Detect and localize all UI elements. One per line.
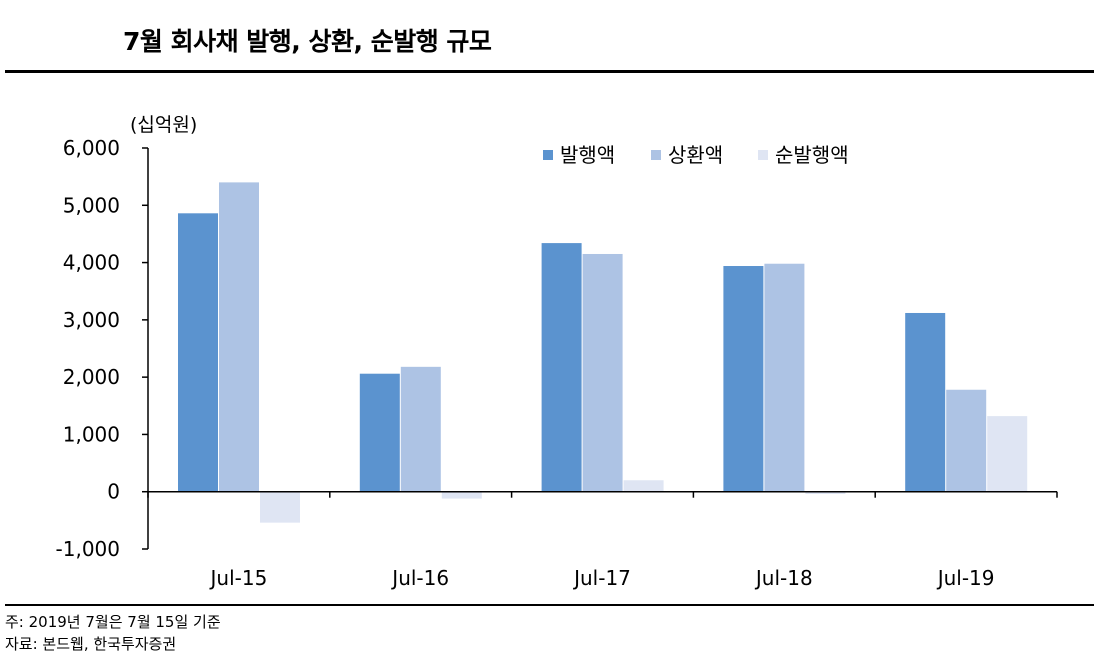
bar-issuance (359, 373, 400, 492)
bar-issuance (178, 213, 218, 492)
legend-swatch (543, 150, 553, 160)
y-tick-label: 4,000 (63, 251, 120, 275)
y-tick-label: 6,000 (63, 136, 120, 160)
y-tick-label: 0 (107, 480, 120, 504)
top-divider (5, 70, 1094, 73)
y-tick-label: -1,000 (56, 537, 120, 561)
legend: 발행액 상환액 순발행액 (543, 143, 849, 167)
x-tick-label: Jul-15 (209, 566, 268, 590)
bar-issuance (905, 312, 946, 492)
bar-redemption (400, 366, 441, 492)
bottom-divider (5, 604, 1094, 606)
bar-redemption (219, 182, 259, 492)
x-tick-label: Jul-19 (936, 566, 995, 590)
x-tick-label: Jul-17 (572, 566, 631, 590)
y-tick-label: 1,000 (63, 422, 120, 446)
bar-net-issuance (441, 491, 482, 499)
bar-redemption (946, 389, 987, 492)
bar-net-issuance (987, 416, 1028, 492)
bar-net-issuance (623, 480, 664, 492)
legend-label: 상환액 (668, 143, 723, 167)
y-tick-label: 2,000 (63, 365, 120, 389)
y-tick-label: 5,000 (63, 193, 120, 217)
bar-net-issuance (260, 491, 300, 523)
legend-label: 순발행액 (775, 143, 849, 167)
footnote-source: 자료: 본드웹, 한국투자증권 (5, 635, 177, 653)
bar-net-issuance (805, 491, 846, 495)
y-axis-unit-label: (십억원) (130, 114, 197, 136)
x-tick-label: Jul-18 (754, 566, 813, 590)
legend-label: 발행액 (560, 143, 615, 167)
y-tick-label: 3,000 (63, 308, 120, 332)
footnote-note: 주: 2019년 7월은 7월 15일 기준 (5, 613, 221, 631)
bar-chart: (십억원) -1,000 0 1,000 2,000 3,000 4,000 5,000 6,… (56, 114, 1058, 590)
x-tick-label: Jul-16 (390, 566, 449, 590)
legend-swatch (651, 150, 661, 160)
y-axis-ticks: -1,000 0 1,000 2,000 3,000 4,000 5,000 6,000 (56, 136, 148, 561)
bar-redemption (764, 263, 805, 492)
bars-group (178, 182, 1028, 523)
x-axis-ticks: Jul-15 Jul-16 Jul-17 Jul-18 Jul-19 (147, 491, 1058, 590)
chart-title: 7월 회사채 발행, 상환, 순발행 규모 (123, 27, 492, 56)
bar-redemption (582, 253, 623, 492)
legend-swatch (758, 150, 768, 160)
bar-issuance (723, 266, 764, 492)
bar-issuance (541, 243, 582, 492)
